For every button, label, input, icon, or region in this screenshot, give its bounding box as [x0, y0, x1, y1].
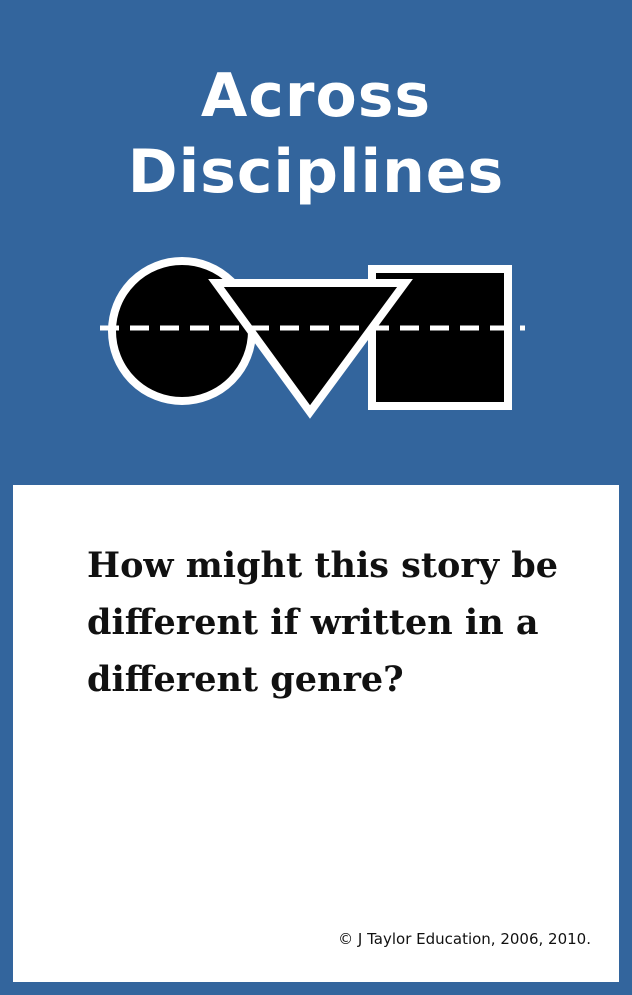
shapes-circle-triangle-square-icon [100, 257, 525, 419]
title-line-1: Across [200, 61, 432, 131]
question-panel: How might this story be different if wri… [13, 485, 619, 982]
copyright-text: © J Taylor Education, 2006, 2010. [338, 930, 591, 948]
question-text: How might this story be different if wri… [87, 545, 559, 700]
title-line-2: Disciplines [127, 137, 505, 207]
card-title: Across Disciplines [0, 58, 632, 210]
triangle-shape [208, 279, 413, 419]
